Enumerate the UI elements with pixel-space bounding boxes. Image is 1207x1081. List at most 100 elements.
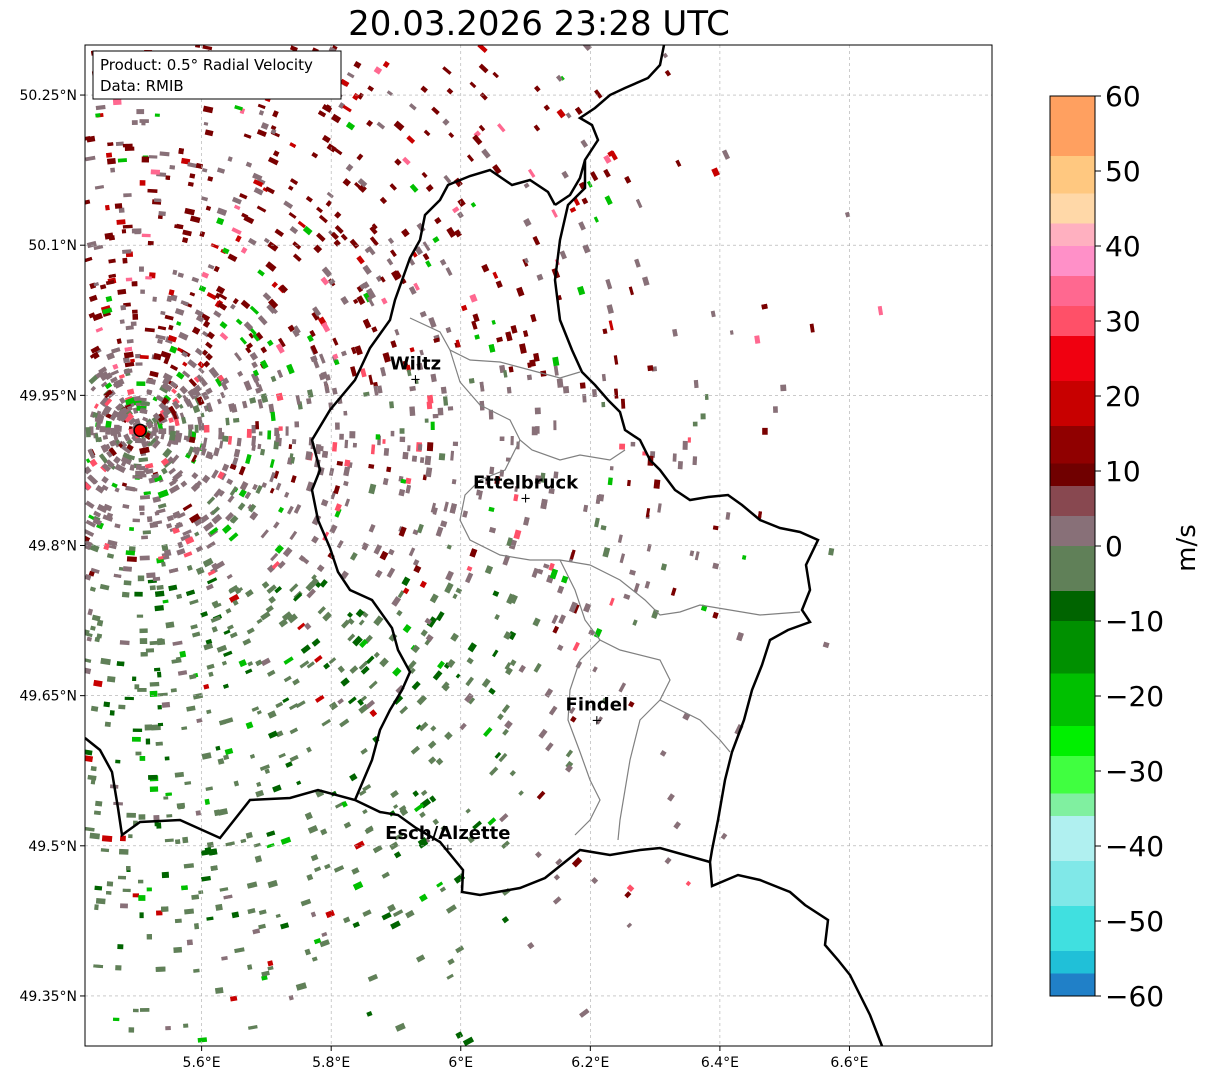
radar-echo-cell — [192, 692, 204, 700]
radar-echo-cell — [450, 632, 459, 642]
radar-echo-cell — [195, 162, 204, 170]
radar-echo-cell — [293, 325, 301, 334]
radar-echo-cell — [402, 587, 410, 595]
radar-echo-cell — [139, 511, 145, 516]
radar-echo-cell — [452, 206, 460, 214]
radar-echo-cell — [211, 600, 219, 607]
radar-echo-cell — [231, 196, 242, 205]
radar-echo-cell — [105, 427, 111, 435]
radar-echo-cell — [86, 636, 93, 642]
colorbar-band — [1050, 726, 1095, 756]
radar-echo-cell — [139, 505, 145, 511]
radar-echo-cell — [207, 263, 215, 270]
radar-echo-cell — [152, 412, 161, 421]
radar-echo-cell — [213, 310, 222, 318]
radar-echo-cell — [355, 608, 365, 618]
radar-echo-cell — [123, 368, 133, 375]
radar-echo-cell — [153, 474, 163, 483]
radar-echo-cell — [413, 803, 425, 813]
radar-echo-cell — [105, 152, 113, 158]
radar-echo-cell — [85, 657, 92, 663]
radar-echo-cell — [194, 446, 201, 456]
radar-echo-cell — [93, 679, 103, 688]
radar-echo-cell — [213, 265, 220, 273]
radar-echo-cell — [340, 295, 349, 306]
radar-echo-cell — [277, 560, 286, 569]
radar-echo-cell — [126, 438, 134, 446]
radar-echo-cell — [419, 349, 424, 356]
radar-echo-cell — [197, 361, 205, 369]
radar-echo-cell — [93, 510, 102, 518]
radar-echo-cell — [102, 434, 109, 440]
radar-echo-cell — [507, 630, 517, 641]
radar-echo-cell — [247, 908, 256, 915]
radar-echo-cell — [226, 478, 234, 486]
radar-echo-cell — [407, 660, 417, 671]
radar-echo-cell — [630, 441, 636, 447]
radar-echo-cell — [128, 834, 133, 839]
radar-echo-cell — [145, 469, 151, 474]
radar-echo-cell — [809, 323, 815, 333]
radar-echo-cell — [311, 638, 321, 647]
radar-echo-cell — [430, 421, 435, 431]
radar-echo-cell — [274, 544, 284, 554]
radar-echo-cell — [437, 660, 445, 670]
x-tick-label: 6.6°E — [830, 1055, 868, 1071]
radar-echo-cell — [478, 63, 489, 74]
radar-echo-cell — [214, 987, 224, 994]
radar-echo-cell — [406, 135, 416, 144]
radar-echo-cell — [125, 277, 133, 282]
radar-echo-cell — [313, 937, 322, 945]
radar-echo-cell — [501, 916, 510, 924]
radar-echo-cell — [177, 272, 184, 278]
radar-echo-cell — [171, 476, 179, 484]
radar-echo-cell — [481, 148, 491, 159]
radar-echo-cell — [252, 179, 264, 188]
radar-echo-cell — [121, 482, 128, 487]
radar-echo-cell — [218, 490, 225, 497]
radar-echo-cell — [256, 710, 262, 715]
radar-echo-cell — [94, 904, 99, 911]
radar-echo-cell — [259, 448, 266, 456]
colorbar-tick-label: 50 — [1105, 155, 1141, 188]
radar-echo-cell — [137, 575, 145, 582]
radar-echo-cell — [350, 346, 357, 355]
radar-echo-cell — [189, 513, 201, 524]
radar-echo-cell — [168, 430, 177, 441]
radar-echo-cell — [221, 524, 232, 534]
x-tick-label: 5.8°E — [312, 1055, 350, 1071]
radar-echo-cell — [334, 211, 342, 219]
radar-echo-cell — [132, 475, 143, 479]
radar-echo-cell — [146, 887, 152, 892]
map-title: 20.03.2026 23:28 UTC — [348, 4, 730, 44]
radar-echo-cell — [360, 665, 370, 675]
radar-echo-cell — [328, 278, 336, 286]
radar-echo-cell — [197, 1037, 208, 1043]
radar-echo-cell — [178, 403, 184, 409]
radar-echo-cell — [146, 934, 153, 940]
radar-echo-cell — [373, 615, 384, 627]
radar-echo-cell — [720, 832, 728, 840]
radar-echo-cell — [94, 885, 103, 891]
radar-echo-cell — [200, 849, 211, 856]
radar-echo-cell — [275, 730, 284, 738]
radar-echo-cell — [118, 848, 129, 855]
radar-echo-cell — [460, 304, 468, 312]
radar-echo-cell — [108, 542, 118, 550]
radar-echo-cell — [200, 875, 211, 882]
colorbar-band — [1050, 621, 1095, 674]
radar-echo-cell — [101, 484, 109, 491]
radar-echo-cell — [149, 640, 159, 646]
radar-echo-cell — [321, 134, 331, 144]
radar-echo-cell — [135, 751, 142, 756]
radar-echo-cell — [310, 911, 317, 918]
radar-echo-cell — [275, 392, 284, 402]
radar-echo-cell — [119, 397, 126, 405]
radar-echo-cell — [203, 559, 212, 568]
radar-echo-cell — [302, 557, 310, 565]
radar-echo-cell — [114, 463, 127, 474]
radar-echo-cell — [644, 580, 651, 589]
radar-echo-cell — [121, 591, 130, 598]
radar-echo-cell — [362, 784, 372, 792]
radar-echo-cell — [265, 186, 275, 195]
